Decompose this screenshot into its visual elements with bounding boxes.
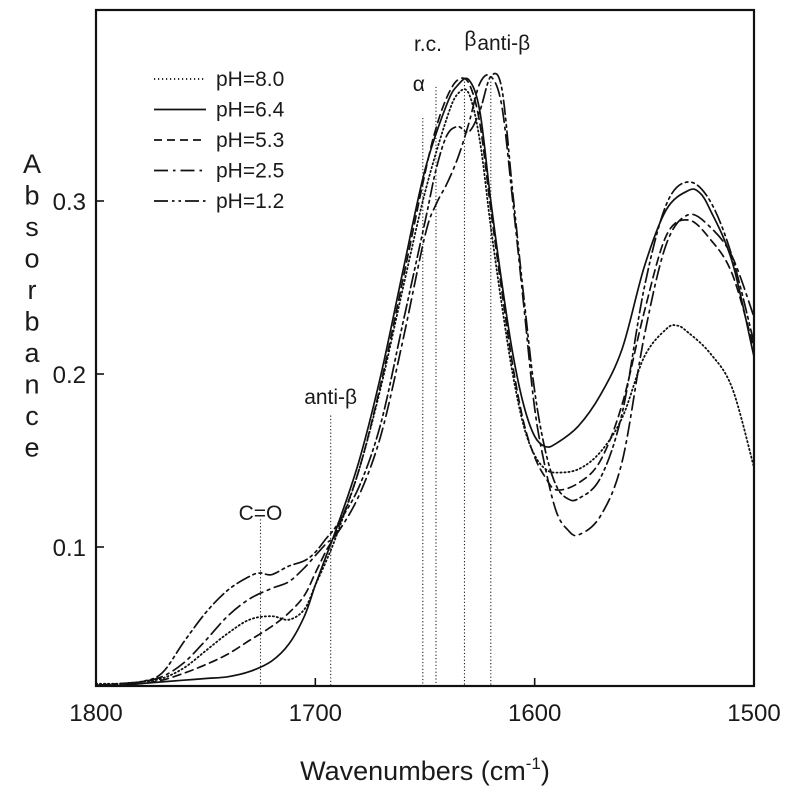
y-axis: 0.1 0.2 0.3 (53, 189, 104, 562)
y-title-letter: o (24, 244, 39, 274)
y-title-letter: r (28, 275, 37, 305)
y-tick-label: 0.1 (53, 535, 86, 562)
legend-label: pH=1.2 (216, 190, 284, 213)
annotation-label: r.c. (414, 33, 442, 56)
series-line-ph-8-0 (96, 88, 754, 685)
plot-frame (94, 8, 756, 688)
annotation-label: C=O (239, 502, 283, 525)
annotation-label: anti-β (304, 386, 357, 409)
y-tick-label: 0.2 (53, 362, 86, 389)
y-title-letter: n (24, 370, 39, 400)
legend-label: pH=6.4 (216, 99, 285, 122)
x-tick-label: 1600 (508, 700, 561, 727)
annotation-label: β (464, 28, 476, 51)
y-title-letter: b (24, 181, 39, 211)
series-line-ph-1-2 (96, 72, 754, 686)
legend-label: pH=8.0 (216, 68, 284, 91)
series-line-ph-5-3 (96, 77, 754, 686)
x-axis-title: Wavenumbers (cm-1) (300, 754, 550, 786)
y-title-letter: c (25, 401, 39, 431)
x-tick-label: 1700 (289, 700, 342, 727)
y-title-letter: b (24, 307, 39, 337)
legend: pH=8.0 pH=6.4 pH=5.3 pH=2.5 pH=1.2 (154, 68, 285, 213)
series-curves (96, 72, 754, 686)
x-tick-label: 1800 (69, 700, 122, 727)
series-line-ph-6-4 (96, 77, 754, 686)
annotation-label: anti-β (477, 32, 530, 55)
y-title-letter: A (23, 149, 41, 179)
y-tick-label: 0.3 (53, 189, 86, 216)
annotation-label: α (413, 73, 425, 96)
series-line-ph-2-5 (96, 73, 754, 686)
x-axis: 1800 1700 1600 1500 (69, 678, 781, 727)
legend-label: pH=2.5 (216, 160, 284, 183)
x-tick-label: 1500 (727, 700, 780, 727)
legend-label: pH=5.3 (216, 129, 284, 152)
y-title-letter: a (24, 338, 40, 368)
annotation-markers (259, 81, 492, 686)
y-title-letter: e (24, 433, 39, 463)
y-title-letter: s (25, 212, 39, 242)
